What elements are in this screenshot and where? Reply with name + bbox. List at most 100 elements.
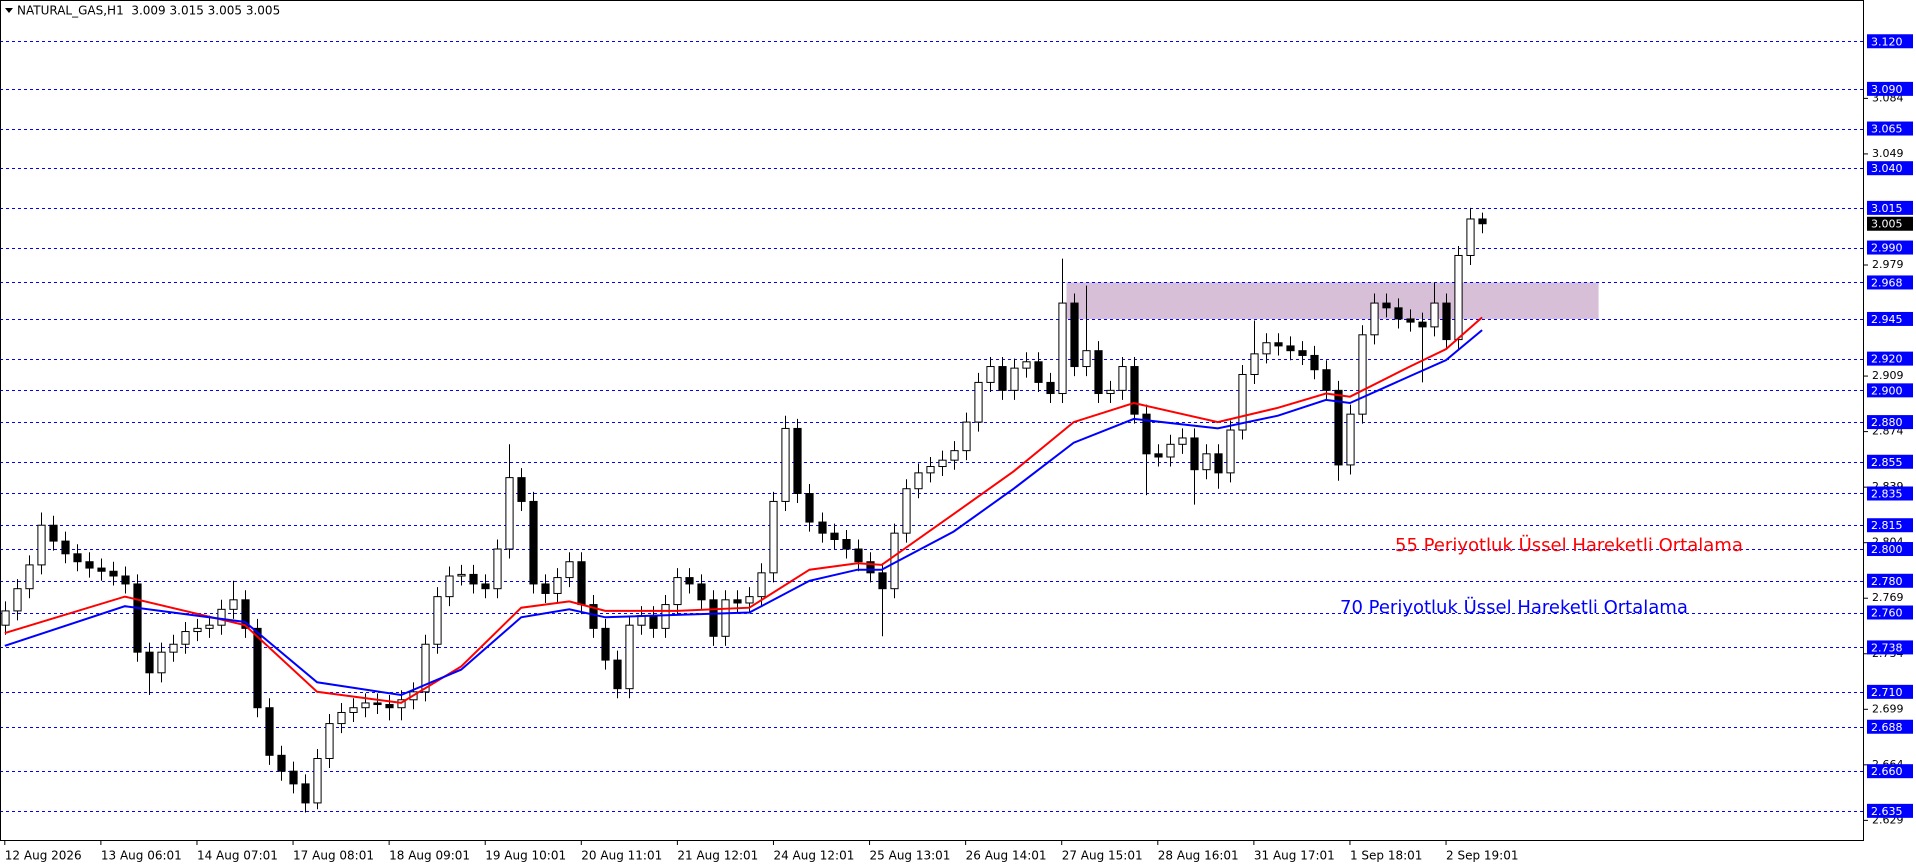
- candle-body: [709, 599, 718, 637]
- level-label: 2.780: [1871, 575, 1903, 588]
- candle-body: [745, 596, 754, 604]
- candle-body: [577, 561, 586, 606]
- level-label-box: [1867, 719, 1913, 734]
- candle-body: [1346, 413, 1355, 466]
- candle-body: [445, 575, 454, 598]
- candle-body: [781, 427, 790, 502]
- candle-body: [1262, 342, 1271, 355]
- level-label: 2.835: [1871, 487, 1903, 500]
- candle-body: [13, 588, 22, 612]
- level-label: 3.065: [1871, 123, 1903, 136]
- candle-body: [109, 570, 118, 577]
- level-label-box: [1867, 34, 1913, 49]
- candle-body: [49, 524, 58, 542]
- candle-body: [1154, 453, 1163, 458]
- y-tick-label: 2.979: [1872, 258, 1904, 271]
- level-label-box: [1867, 81, 1913, 96]
- candle-body: [457, 573, 466, 577]
- candle-body: [793, 427, 802, 494]
- chart-title: NATURAL_GAS,H1 3.009 3.015 3.005 3.005: [17, 4, 280, 18]
- level-label: 3.015: [1871, 202, 1903, 215]
- level-label: 2.710: [1871, 686, 1903, 699]
- level-label: 2.880: [1871, 416, 1903, 429]
- candle-body: [433, 596, 442, 645]
- candle-body: [1190, 437, 1199, 471]
- candle-body: [1082, 350, 1091, 368]
- candle-body: [1274, 342, 1283, 347]
- candle-body: [1070, 302, 1079, 368]
- candle-body: [493, 548, 502, 590]
- level-label-box: [1867, 121, 1913, 136]
- candle-body: [313, 757, 322, 804]
- candle-body: [73, 553, 82, 563]
- candle-body: [1442, 302, 1451, 341]
- x-tick-label: 1 Sep 18:01: [1350, 849, 1422, 863]
- candle-body: [685, 577, 694, 585]
- candle-body: [1406, 318, 1415, 323]
- candle-body: [866, 561, 875, 574]
- candle-body: [337, 711, 346, 725]
- x-tick-label: 18 Aug 09:01: [389, 849, 470, 863]
- candle-body: [757, 572, 766, 598]
- candle-body: [1058, 302, 1067, 395]
- ma-line: [4, 329, 1483, 697]
- x-tick-label: 24 Aug 12:01: [773, 849, 854, 863]
- x-tick-label: 26 Aug 14:01: [966, 849, 1047, 863]
- level-label: 2.945: [1871, 313, 1903, 326]
- x-tick-label: 21 Aug 12:01: [677, 849, 758, 863]
- level-label-box: [1867, 200, 1913, 215]
- level-label-box: [1867, 311, 1913, 326]
- candle-body: [962, 421, 971, 452]
- candle-body: [998, 366, 1007, 391]
- candle-body: [673, 577, 682, 606]
- ma-label: 55 Periyotluk Üssel Hareketli Ortalama: [1395, 534, 1743, 556]
- candle-body: [613, 659, 622, 690]
- level-label: 2.800: [1871, 543, 1903, 556]
- candle-body: [1454, 254, 1463, 341]
- x-tick-label: 31 Aug 17:01: [1254, 849, 1335, 863]
- level-label-box: [1867, 640, 1913, 655]
- candle-body: [301, 783, 310, 804]
- candle-body: [1202, 453, 1211, 471]
- x-tick-label: 17 Aug 08:01: [293, 849, 374, 863]
- candle-body: [854, 548, 863, 563]
- candle-body: [1034, 361, 1043, 383]
- candle-body: [1418, 321, 1427, 328]
- candle-body: [601, 627, 610, 661]
- plot-frame: [0, 0, 1864, 841]
- candle-body: [1022, 361, 1031, 369]
- y-tick-label: 2.699: [1872, 702, 1904, 715]
- x-tick-label: 13 Aug 06:01: [101, 849, 182, 863]
- candle-body: [986, 366, 995, 383]
- x-tick-label: 14 Aug 07:01: [197, 849, 278, 863]
- candle-body: [1286, 345, 1295, 352]
- y-tick-label: 3.049: [1872, 147, 1904, 160]
- candle-body: [25, 564, 34, 590]
- x-tick-label: 27 Aug 15:01: [1062, 849, 1143, 863]
- x-tick-label: 2 Sep 19:01: [1446, 849, 1518, 863]
- candle-body: [1214, 453, 1223, 474]
- level-label: 2.900: [1871, 384, 1903, 397]
- candle-body: [1238, 373, 1247, 431]
- candle-body: [818, 521, 827, 534]
- level-label-box: [1867, 803, 1913, 818]
- candle-body: [1310, 354, 1319, 371]
- level-label-box: [1867, 275, 1913, 290]
- level-label: 2.990: [1871, 242, 1903, 255]
- candle-body: [1, 610, 10, 626]
- last-price-label: 3.005: [1871, 218, 1903, 231]
- candle-body: [1106, 389, 1115, 395]
- x-tick-label: 20 Aug 11:01: [581, 849, 662, 863]
- level-label: 3.090: [1871, 83, 1903, 96]
- candle-body: [938, 459, 947, 468]
- candle-body: [421, 643, 430, 693]
- candle-body: [253, 627, 262, 709]
- level-label: 2.688: [1871, 721, 1903, 734]
- menu-triangle: [5, 8, 13, 13]
- candle-body: [1094, 350, 1103, 395]
- candle-body: [1370, 302, 1379, 336]
- level-label: 2.968: [1871, 276, 1903, 289]
- level-label-box: [1867, 518, 1913, 533]
- candle-body: [181, 631, 190, 645]
- candle-body: [85, 561, 94, 569]
